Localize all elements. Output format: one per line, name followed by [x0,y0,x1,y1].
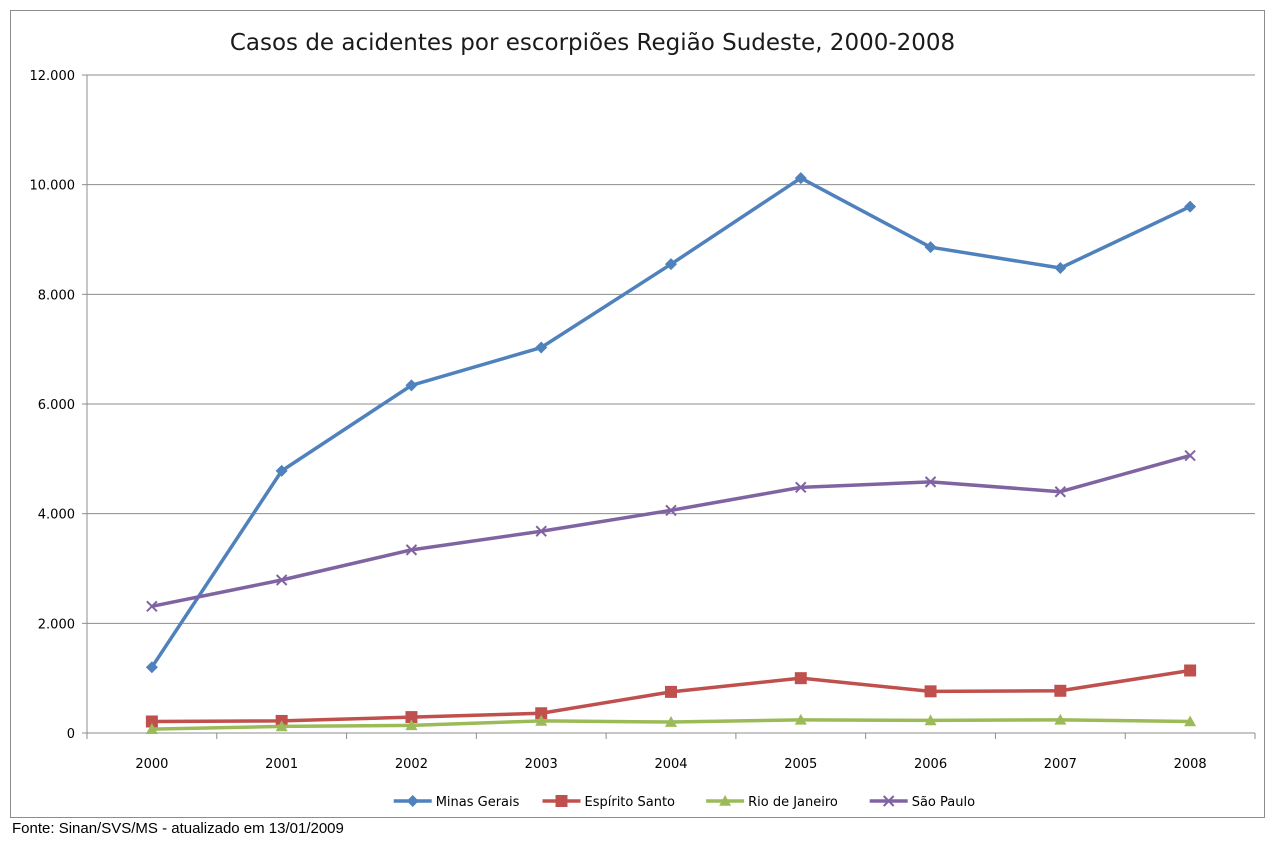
legend-marker [406,795,419,807]
data-point [275,464,288,477]
data-point [794,713,807,725]
legend-item: São Paulo [869,795,975,810]
data-point [665,258,677,271]
axes: 0 2.000 4.000 6.000 8.000 10.000 12.000 2000 200… [30,69,1256,772]
marker-stroke [146,600,158,613]
data-point [1184,664,1197,677]
marker-stroke [795,481,807,494]
data-point [145,715,158,728]
x-tick-label: 2003 [525,757,558,772]
legend-label: Rio de Janeiro [748,795,838,810]
data-point [145,723,158,734]
data-point [145,661,158,674]
data-point [1054,684,1067,697]
legend-marker [555,795,568,807]
series-minas-gerais [145,172,1197,674]
legend-item: Rio de Janeiro [706,795,838,810]
data-point [924,714,937,726]
series-sao-paulo [146,449,1196,613]
data-point [405,719,418,731]
legend-marker [719,795,732,806]
marker-stroke [924,476,937,488]
legend-label: São Paulo [912,795,975,810]
x-tick-label: 2001 [265,757,298,772]
y-tick-label: 0 [67,727,75,742]
data-point [795,481,807,494]
data-point [405,711,418,724]
marker-stroke [882,795,895,807]
y-tick-label: 6.000 [38,398,75,413]
chart-frame [10,10,1265,818]
legend-marker [882,795,895,807]
gridlines [87,74,1255,624]
x-tick-label: 2007 [1044,757,1077,772]
series-group [145,172,1197,734]
y-tick-label: 2.000 [38,617,75,632]
x-tick-label: 2002 [395,757,428,772]
y-tick-label: 8.000 [38,288,75,303]
x-tick-label: 2000 [135,757,168,772]
legend-item: Espírito Santo [542,795,676,810]
data-point [665,685,677,698]
data-point [405,379,418,392]
legend-item: Minas Gerais [393,795,520,810]
data-point [275,574,288,586]
data-point [405,544,418,556]
data-point [924,685,937,698]
x-tick-label: 2004 [654,757,687,772]
data-point [794,172,807,185]
data-point [794,672,807,685]
marker-stroke [275,574,288,586]
y-tick-label: 12.000 [30,69,76,84]
data-point [1184,200,1197,213]
marker-stroke [1054,486,1067,498]
source-note: Fonte: Sinan/SVS/MS - atualizado em 13/0… [12,820,344,837]
x-tick-label: 2006 [914,757,947,772]
data-point [535,714,548,726]
data-point [665,504,677,517]
data-point [1054,262,1067,275]
data-point [1054,486,1067,498]
data-point [1184,449,1196,462]
marker-stroke [535,525,547,537]
series-line [151,453,1191,609]
y-tick-label: 10.000 [30,179,76,194]
data-point [535,707,548,720]
legend-label: Minas Gerais [436,795,520,810]
data-point [1184,715,1197,727]
legend-label: Espírito Santo [585,795,676,810]
series-line [150,176,1191,669]
series-rio-de-janeiro [145,713,1197,734]
y-tick-label: 4.000 [38,508,75,523]
data-point [924,241,937,254]
legend: Minas Gerais Espírito Santo Rio de Janeiro… [393,795,975,810]
chart-title: Casos de acidentes por escorpiões Região… [229,30,956,56]
marker-stroke [665,504,677,517]
marker-stroke [1184,449,1196,462]
data-point [665,716,677,727]
x-tick-label: 2005 [784,757,817,772]
data-point [146,600,158,613]
series-espirito-santo [145,664,1197,728]
marker-stroke [405,544,418,556]
data-point [1054,713,1067,725]
data-point [275,720,288,732]
x-tick-label: 2008 [1174,757,1207,772]
data-point [924,476,937,488]
data-point [535,341,548,354]
data-point [535,525,547,537]
